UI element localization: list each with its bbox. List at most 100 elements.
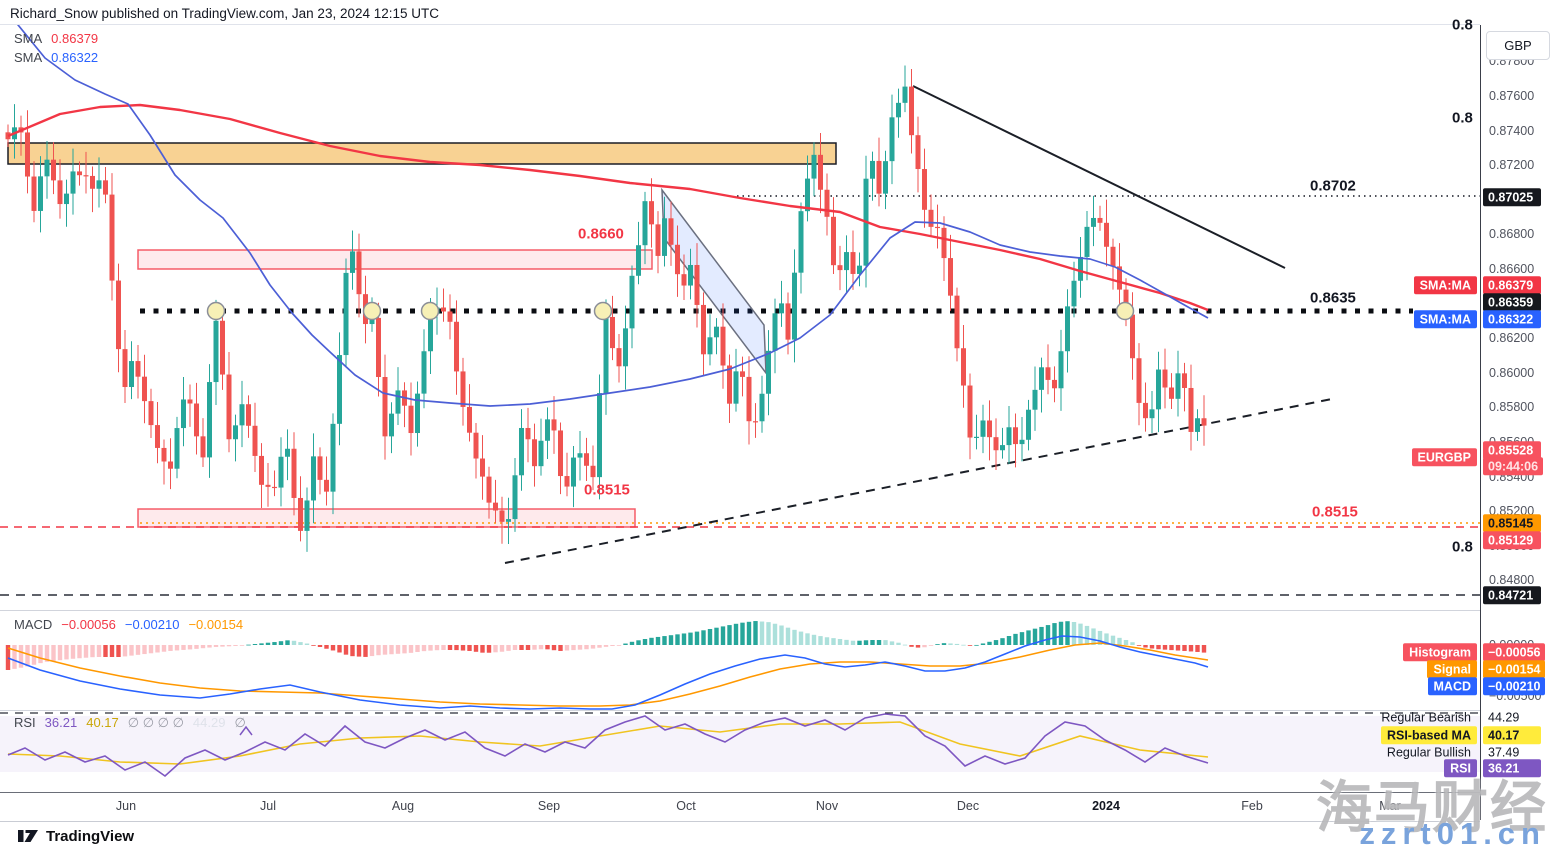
candle-body: [532, 439, 537, 467]
macd-histogram-bar: [415, 645, 420, 652]
candle-body: [642, 201, 648, 246]
macd-histogram-bar: [863, 640, 869, 645]
candle-body: [382, 377, 388, 437]
panel-divider[interactable]: [0, 24, 1480, 25]
candle-body: [870, 160, 875, 179]
macd-histogram-bar: [1117, 637, 1122, 645]
candle-body: [876, 160, 882, 194]
macd-panel-canvas[interactable]: [0, 611, 1480, 711]
macd-histogram-bar: [324, 645, 329, 649]
candle-body: [272, 486, 277, 489]
macd-histogram-bar: [987, 641, 992, 645]
candle-body: [889, 117, 895, 162]
macd-histogram-bar: [1136, 645, 1142, 646]
level-touch-marker[interactable]: [593, 301, 613, 321]
candle-body: [681, 274, 687, 286]
axis-value-badge: 0.85145: [1483, 514, 1541, 532]
currency-toggle-button[interactable]: GBP: [1486, 31, 1550, 60]
macd-legend-row: MACD −0.00056 −0.00210 −0.00154: [14, 617, 243, 632]
candle-body: [90, 175, 95, 189]
macd-histogram-bar: [558, 645, 563, 651]
pink-band-0.8515[interactable]: [137, 508, 636, 528]
macd-histogram-bar: [668, 635, 674, 645]
macd-histogram-bar: [922, 645, 927, 648]
rsi-line[interactable]: [7, 713, 1209, 778]
descending-trendline[interactable]: [912, 85, 1286, 269]
macd-hist-value: −0.00056: [61, 617, 116, 632]
macd-histogram-bar: [779, 625, 784, 645]
candle-body: [213, 320, 219, 383]
macd-histogram-bar: [616, 645, 622, 646]
macd-line[interactable]: [7, 635, 1209, 710]
axis-tick: 0.85800: [1489, 400, 1535, 414]
panel-divider[interactable]: [0, 610, 1480, 611]
candle-body: [636, 245, 641, 276]
candle-body: [772, 313, 778, 351]
candle-body: [389, 413, 394, 437]
price-axis[interactable]: 0.878000.876000.874000.872000.870000.868…: [1480, 25, 1556, 820]
macd-histogram-bar: [337, 645, 342, 653]
level-touch-marker[interactable]: [1115, 301, 1135, 321]
rsi-panel-canvas[interactable]: [0, 711, 1480, 792]
candle-body: [1110, 246, 1116, 267]
level-touch-marker[interactable]: [420, 301, 440, 321]
macd-histogram-bar: [1006, 636, 1012, 645]
macd-histogram-bar: [64, 645, 69, 660]
macd-histogram-bar: [298, 642, 303, 645]
candle-body: [317, 456, 323, 480]
candle-body: [1084, 226, 1090, 257]
macd-histogram-bar: [265, 642, 271, 645]
macd-histogram-bar: [590, 645, 596, 649]
candle-body: [142, 376, 147, 402]
level-touch-marker[interactable]: [206, 301, 226, 321]
sma-blue-line[interactable]: [14, 25, 1209, 407]
macd-histogram-bar: [805, 633, 810, 645]
macd-histogram-bar: [746, 621, 752, 645]
macd-histogram-bar: [343, 645, 349, 655]
macd-histogram-bar: [1162, 645, 1168, 650]
sma-red-line[interactable]: [7, 103, 1209, 312]
macd-histogram-bar: [90, 645, 95, 658]
pink-band-0.8660[interactable]: [137, 249, 653, 270]
candle-body: [109, 194, 115, 281]
candle-body: [356, 251, 362, 295]
candle-body: [629, 275, 635, 329]
price-chart-canvas[interactable]: [0, 25, 1480, 611]
macd-histogram-bar: [629, 641, 635, 645]
macd-histogram-bar: [551, 645, 557, 651]
macd-histogram-bar: [772, 623, 778, 645]
candle-body: [1156, 369, 1161, 410]
macd-histogram-bar: [798, 631, 804, 645]
tradingview-logo[interactable]: TradingView: [18, 827, 134, 846]
level-touch-marker[interactable]: [362, 301, 382, 321]
axis-value-badge: 40.17: [1483, 726, 1541, 744]
time-axis[interactable]: Jun Jul Aug Sep Oct Nov Dec 2024 Feb Mar: [0, 792, 1480, 822]
candle-body: [792, 272, 797, 340]
candle-body: [278, 456, 284, 488]
macd-histogram-bar: [389, 645, 394, 655]
candle-body: [200, 436, 206, 458]
macd-histogram-bar: [311, 645, 316, 646]
candle-body: [1136, 358, 1142, 403]
macd-histogram-bar: [915, 645, 921, 648]
candle-body: [473, 432, 479, 459]
macd-histogram-bar: [811, 634, 817, 645]
publish-attribution: Richard_Snow published on TradingView.co…: [10, 6, 440, 21]
orange-resistance-band[interactable]: [7, 142, 837, 165]
panel-divider[interactable]: [0, 710, 1480, 711]
macd-histogram-bar: [824, 637, 830, 645]
macd-histogram-bar: [564, 645, 570, 651]
macd-histogram-bar: [512, 645, 518, 650]
macd-histogram-bar: [129, 645, 134, 656]
macd-signal-line[interactable]: [7, 642, 1209, 707]
macd-histogram-bar: [499, 645, 505, 652]
macd-histogram-bar: [1097, 630, 1103, 645]
rsi-ma-line[interactable]: [7, 721, 1209, 765]
candle-body: [779, 303, 784, 314]
candle-body: [467, 406, 472, 433]
macd-histogram-bar: [967, 645, 973, 646]
candle-body: [675, 244, 680, 275]
macd-histogram-bar: [44, 645, 50, 662]
candle-body: [798, 211, 804, 273]
ascending-dashed-trendline[interactable]: [504, 398, 1333, 564]
